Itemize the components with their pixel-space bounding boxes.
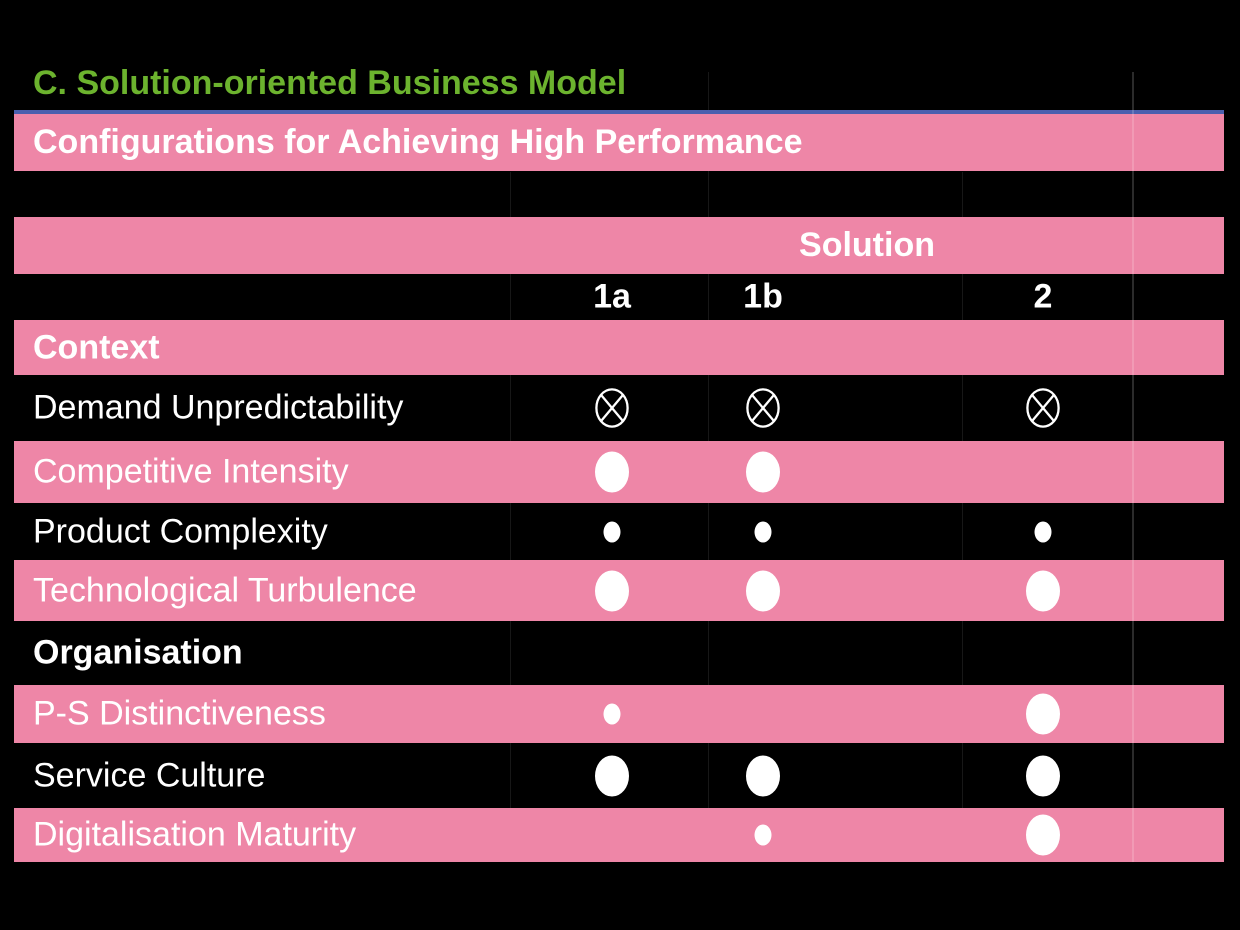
column-header-2: 2	[1033, 277, 1053, 316]
subtitle-banner: Configurations for Achieving High Perfor…	[14, 114, 1224, 171]
row-label: P-S Distinctiveness	[33, 694, 326, 733]
crossed-circle-icon	[746, 388, 780, 428]
small-dot-icon	[754, 824, 772, 846]
table-row-organisation: Organisation	[14, 621, 1224, 685]
table-row-demand-unpredictability: Demand Unpredictability	[14, 375, 1224, 441]
table-row-product-complexity: Product Complexity	[14, 503, 1224, 560]
column-header-row: 1a 1b 2	[14, 274, 1224, 320]
table-row-context: Context	[14, 320, 1224, 375]
row-cells	[14, 621, 1224, 685]
row-cells	[14, 375, 1224, 441]
column-group-header-bar: Solution	[14, 217, 1224, 274]
row-label: Organisation	[33, 633, 243, 672]
table-row-competitive-intensity: Competitive Intensity	[14, 441, 1224, 503]
large-dot-icon	[746, 570, 780, 611]
large-dot-icon	[595, 570, 629, 611]
table-row-digitalisation-maturity: Digitalisation Maturity	[14, 808, 1224, 862]
small-dot-icon	[754, 521, 772, 542]
column-group-header-label: Solution	[799, 226, 935, 264]
row-label: Context	[33, 328, 160, 366]
row-cells	[14, 320, 1224, 375]
large-dot-icon	[1026, 570, 1060, 611]
table-row-service-culture: Service Culture	[14, 743, 1224, 808]
row-label: Technological Turbulence	[33, 571, 417, 609]
large-dot-icon	[1026, 755, 1060, 796]
table-body: Context Demand Unpredictability Competit…	[14, 320, 1224, 862]
row-label: Competitive Intensity	[33, 452, 349, 491]
divider-line	[14, 110, 1224, 114]
large-dot-icon	[1026, 814, 1060, 856]
row-cells	[14, 560, 1224, 621]
crossed-circle-icon	[1026, 388, 1060, 428]
grid-line	[510, 172, 511, 862]
row-cells	[14, 441, 1224, 503]
subtitle-text: Configurations for Achieving High Perfor…	[33, 123, 803, 161]
row-cells	[14, 685, 1224, 743]
column-header-1a: 1a	[593, 277, 631, 316]
column-header-1b: 1b	[743, 277, 783, 316]
page-title: C. Solution-oriented Business Model	[33, 64, 627, 102]
row-cells	[14, 503, 1224, 560]
row-cells	[14, 743, 1224, 808]
grid-line	[962, 172, 963, 862]
table-row-technological-turbulence: Technological Turbulence	[14, 560, 1224, 621]
row-label: Service Culture	[33, 756, 266, 794]
table-row-p-s-distinctiveness: P-S Distinctiveness	[14, 685, 1224, 743]
row-cells	[14, 808, 1224, 862]
large-dot-icon	[746, 755, 780, 796]
large-dot-icon	[1026, 693, 1060, 735]
row-label: Demand Unpredictability	[33, 388, 404, 427]
row-label: Digitalisation Maturity	[33, 815, 357, 854]
row-label: Product Complexity	[33, 512, 328, 550]
large-dot-icon	[595, 451, 629, 493]
small-dot-icon	[603, 703, 621, 725]
small-dot-icon	[603, 521, 621, 542]
large-dot-icon	[746, 451, 780, 493]
crossed-circle-icon	[595, 388, 629, 428]
small-dot-icon	[1034, 521, 1052, 542]
large-dot-icon	[595, 755, 629, 796]
grid-line	[1132, 72, 1134, 862]
